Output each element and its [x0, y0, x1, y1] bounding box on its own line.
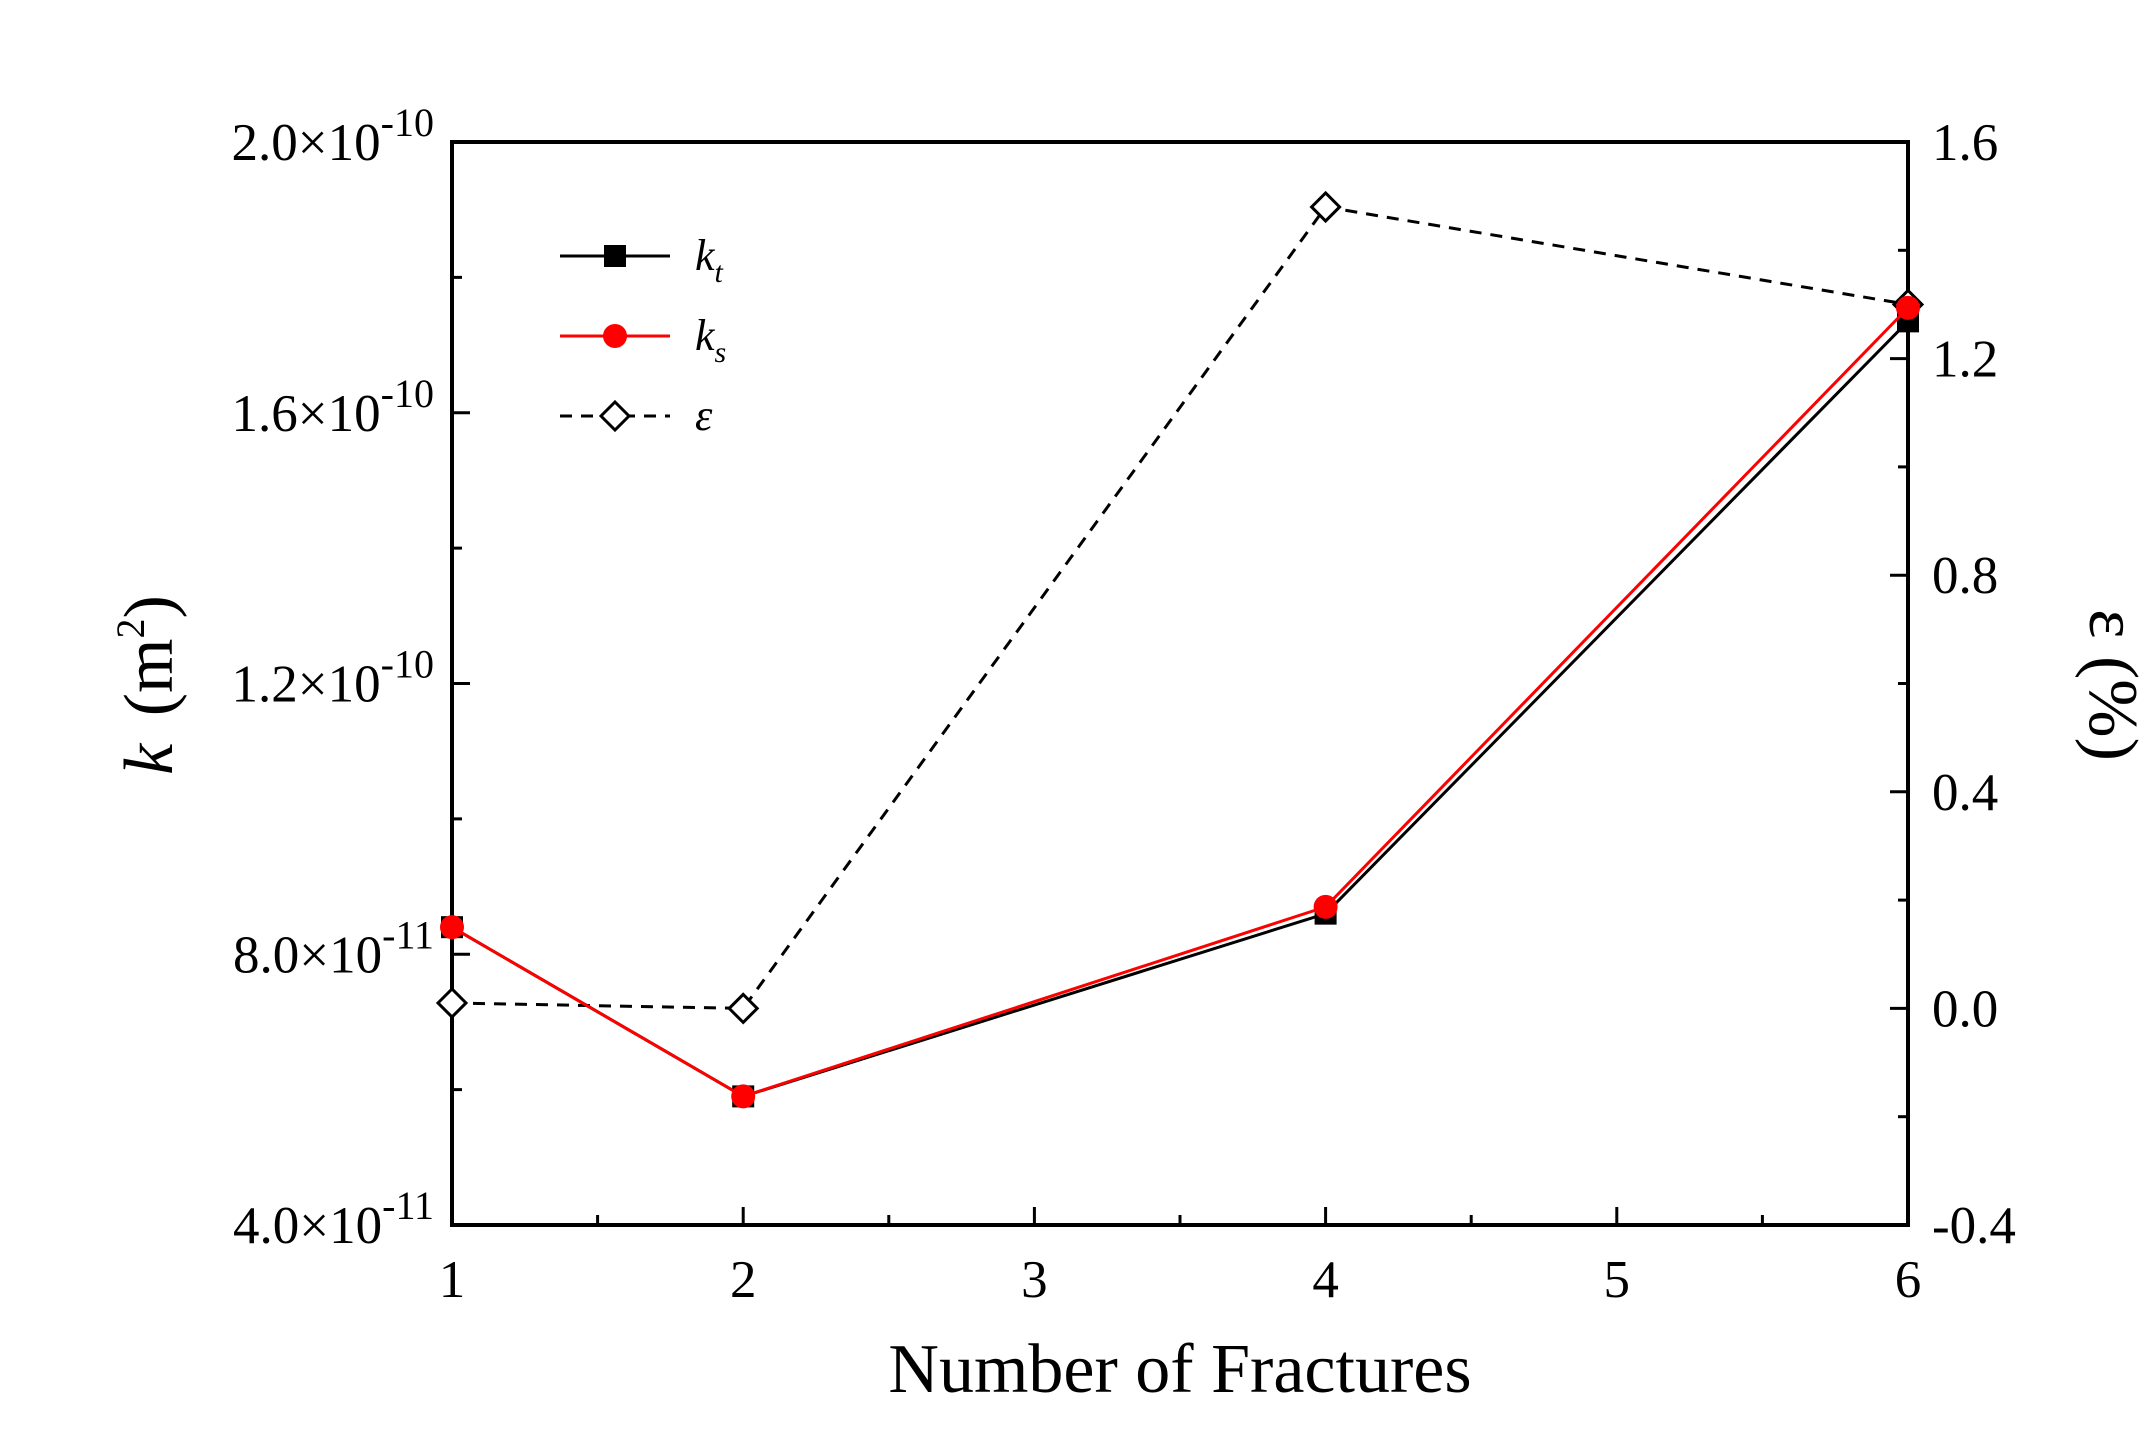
right-tick-label: 0.4: [1932, 764, 1998, 822]
circle-marker: [440, 915, 464, 940]
left-tick-label: 1.2×10-10: [232, 642, 434, 714]
left-tick-label: 8.0×10-11: [233, 912, 434, 984]
legend-label: ε: [695, 391, 713, 440]
left-y-axis-unit: (m: [111, 638, 188, 716]
right-tick-label: 1.2: [1932, 331, 1998, 389]
diamond-marker: [598, 399, 632, 433]
legend-item: ks: [560, 311, 726, 369]
diamond-marker: [435, 986, 469, 1020]
diamond-marker: [1309, 190, 1342, 224]
series-k-t: [441, 310, 1919, 1108]
x-tick-label: 4: [1312, 1251, 1339, 1309]
circle-marker: [731, 1084, 756, 1109]
legend-item: kt: [560, 231, 724, 289]
x-tick-label: 1: [439, 1251, 466, 1309]
svg-text:k (m2): k (m2): [108, 595, 188, 775]
circle-marker: [1896, 295, 1920, 320]
legend-label: ks: [695, 311, 726, 369]
right-y-axis-title: ε (%): [2074, 609, 2151, 761]
left-tick-label: 1.6×10-10: [232, 371, 434, 443]
x-axis-title: Number of Fractures: [888, 1331, 1471, 1408]
right-tick-label: 0.0: [1932, 980, 1998, 1038]
left-tick-label: 4.0×10-11: [233, 1183, 434, 1255]
right-tick-label: -0.4: [1932, 1197, 2016, 1255]
left-y-axis-unit-sup: 2: [108, 618, 153, 638]
right-tick-label: 1.6: [1932, 114, 1998, 172]
svg-text:ε (%): ε (%): [2074, 609, 2151, 761]
left-y-axis-title: k (m2): [108, 595, 188, 775]
series-line: [451, 205, 1909, 1010]
x-tick-label: 5: [1604, 1251, 1631, 1309]
square-marker: [604, 245, 626, 267]
legend-label: kt: [695, 231, 724, 289]
series-epsilon: [435, 190, 1925, 1025]
series-line: [451, 320, 1910, 1099]
legend-item: ε: [560, 391, 713, 440]
x-tick-label: 6: [1895, 1251, 1922, 1309]
series-k-s: [440, 295, 1920, 1109]
circle-marker: [603, 324, 627, 348]
x-tick-label: 3: [1021, 1251, 1048, 1309]
legend: kt ks ε: [560, 231, 726, 440]
plot-frame: [450, 140, 1910, 1227]
x-tick-label: 2: [730, 1251, 757, 1309]
left-y-axis-ticks: 4.0×10-11 8.0×10-11 1.2×10-10 1.6×10-10 2.0×…: [232, 100, 470, 1255]
x-axis-ticks: 1 2 3 4 5 6: [439, 1207, 1922, 1309]
left-tick-label: 2.0×10-10: [232, 100, 434, 172]
series-layer: [435, 190, 1925, 1109]
left-y-axis-unit-close: ): [111, 595, 188, 618]
right-y-axis-ticks: -0.4 0.0 0.4 0.8 1.2 1.6: [1890, 114, 2016, 1255]
circle-marker: [1313, 894, 1338, 919]
left-y-axis-symbol: k: [111, 742, 188, 775]
series-line: [451, 306, 1910, 1099]
diamond-marker: [727, 992, 760, 1025]
right-tick-label: 0.8: [1932, 547, 1998, 605]
